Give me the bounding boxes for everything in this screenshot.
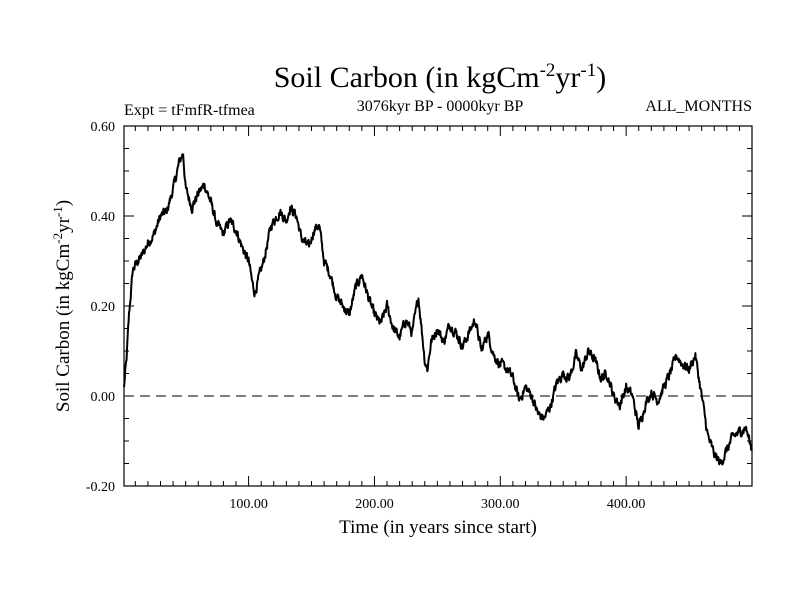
y-tick-label: -0.20 bbox=[86, 480, 115, 495]
x-tick-label: 300.00 bbox=[481, 497, 520, 512]
y-tick-label: 0.20 bbox=[91, 300, 116, 315]
y-axis-label: Soil Carbon (in kgCm-2yr-1) bbox=[50, 200, 74, 412]
x-axis-label: Time (in years since start) bbox=[339, 517, 537, 538]
x-tick-label: 100.00 bbox=[229, 497, 268, 512]
x-tick-label: 400.00 bbox=[607, 497, 646, 512]
experiment-label: Expt = tFmfR-tfmea bbox=[124, 102, 255, 119]
time-range-label: 3076kyr BP - 0000kyr BP bbox=[357, 98, 524, 115]
x-tick-labels: 100.00 200.00 300.00 400.00 bbox=[229, 497, 645, 512]
months-label: ALL_MONTHS bbox=[645, 98, 752, 115]
y-tick-label: 0.40 bbox=[91, 210, 116, 225]
y-tick-label: 0.60 bbox=[91, 120, 116, 135]
chart-title: Soil Carbon (in kgCm-2yr-1) bbox=[274, 60, 607, 94]
y-tick-labels: -0.20 0.00 0.20 0.40 0.60 bbox=[86, 120, 115, 495]
plot-frame bbox=[123, 125, 753, 487]
y-tick-label: 0.00 bbox=[91, 390, 116, 405]
x-tick-label: 200.00 bbox=[355, 497, 394, 512]
axis-ticks bbox=[124, 125, 752, 487]
soil-carbon-series-line bbox=[123, 153, 753, 466]
